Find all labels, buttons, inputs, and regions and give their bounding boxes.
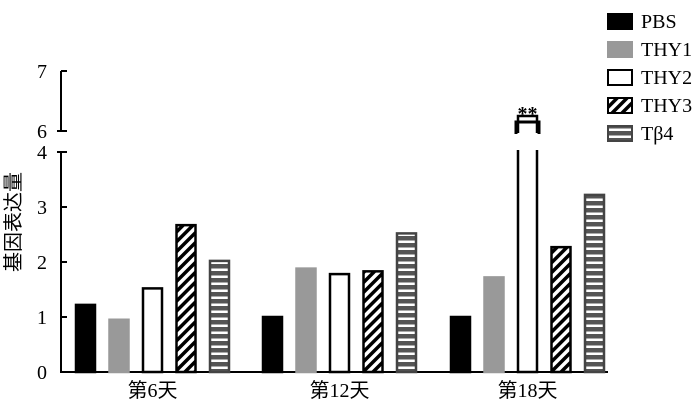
- legend-label: THY1: [641, 39, 692, 61]
- y-axis-label: 基因表达量: [2, 172, 25, 272]
- y-tick-label: 3: [37, 197, 47, 219]
- y-tick-label: 7: [37, 61, 47, 83]
- bar-t4-2: [395, 232, 418, 374]
- bar-thy2-2: [328, 272, 351, 374]
- bar-thy3-3: [550, 245, 572, 374]
- legend-swatch: [607, 97, 633, 114]
- x-tick-label: 第12天: [310, 379, 370, 402]
- bar-pbs-1: [74, 303, 97, 374]
- bar-thy2-1: [141, 287, 164, 374]
- bar-pbs-3: [449, 315, 472, 374]
- significance-bracket: [514, 120, 541, 134]
- significance-label: **: [518, 103, 538, 125]
- legend-label: Tβ4: [641, 123, 673, 145]
- bar-t4-3: [583, 193, 606, 374]
- bar-thy1-1: [108, 318, 130, 374]
- x-tick-label: 第6天: [128, 379, 178, 402]
- legend: PBS THY1 THY2 THY3 Tβ4: [607, 11, 692, 145]
- legend-swatch: [607, 13, 633, 30]
- bar-break-gap: [516, 133, 539, 150]
- y-tick-label: 0: [37, 362, 47, 384]
- legend-swatch: [607, 125, 633, 142]
- bar-thy1-2: [295, 267, 317, 374]
- bar-thy1-3: [483, 276, 505, 374]
- bar-thy3-1: [175, 223, 197, 374]
- legend-label: THY2: [641, 67, 692, 89]
- bars: [74, 114, 606, 374]
- legend-label: THY3: [641, 95, 692, 117]
- bar-thy3-2: [362, 270, 384, 374]
- legend-swatch: [607, 41, 633, 58]
- annotations: **: [514, 103, 541, 134]
- legend-label: PBS: [641, 11, 677, 33]
- y-tick-label: 6: [37, 121, 47, 143]
- x-tick-label: 第18天: [498, 379, 558, 402]
- y-tick-label: 1: [37, 307, 47, 329]
- bar-pbs-2: [261, 315, 284, 374]
- legend-swatch: [607, 69, 633, 86]
- bar-t4-1: [208, 259, 231, 374]
- y-tick-label: 4: [37, 142, 47, 164]
- y-tick-label: 2: [37, 252, 47, 274]
- x-tick-labels: 第6天 第12天 第18天: [128, 379, 558, 402]
- bar-thy2-3: [516, 114, 539, 374]
